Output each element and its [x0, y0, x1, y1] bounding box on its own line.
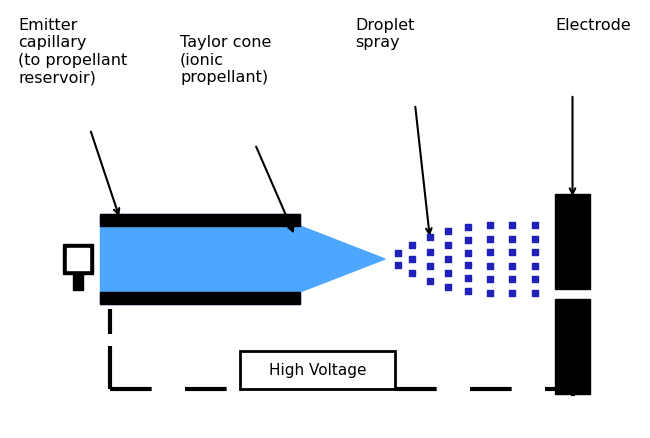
Point: [485, 263, 495, 270]
Bar: [555, 194, 590, 290]
Point: [425, 278, 436, 285]
Point: [507, 276, 517, 283]
Text: Droplet
spray: Droplet spray: [355, 18, 415, 50]
Polygon shape: [300, 226, 385, 292]
Bar: [100, 215, 300, 304]
Point: [530, 290, 540, 297]
Point: [507, 249, 517, 256]
Point: [425, 249, 436, 256]
Text: Emitter
capillary
(to propellant
reservoir): Emitter capillary (to propellant reservo…: [18, 18, 127, 85]
Point: [463, 275, 473, 282]
Point: [443, 242, 453, 249]
Point: [443, 270, 453, 277]
Point: [393, 262, 403, 269]
Point: [463, 237, 473, 244]
Point: [530, 249, 540, 256]
Point: [443, 228, 453, 235]
Point: [407, 256, 417, 263]
Point: [530, 263, 540, 270]
Bar: [555, 299, 590, 394]
Point: [407, 242, 417, 249]
Point: [463, 262, 473, 269]
Point: [530, 222, 540, 229]
Bar: [240, 351, 395, 389]
Point: [463, 288, 473, 295]
Bar: [100, 215, 300, 226]
Text: Electrode: Electrode: [555, 18, 630, 33]
Point: [507, 236, 517, 243]
Point: [425, 263, 436, 270]
Point: [393, 250, 403, 257]
Point: [463, 224, 473, 231]
Bar: [100, 292, 300, 304]
Point: [443, 284, 453, 291]
Point: [485, 236, 495, 243]
Text: Taylor cone
(ionic
propellant): Taylor cone (ionic propellant): [180, 35, 272, 85]
Point: [485, 222, 495, 229]
Point: [485, 249, 495, 256]
Point: [425, 234, 436, 241]
Point: [485, 290, 495, 297]
Point: [530, 276, 540, 283]
Point: [485, 276, 495, 283]
Text: High Voltage: High Voltage: [268, 363, 366, 378]
Point: [507, 290, 517, 297]
Bar: [73, 274, 83, 290]
Point: [507, 263, 517, 270]
Point: [507, 222, 517, 229]
Point: [443, 256, 453, 263]
Bar: [63, 244, 93, 274]
Point: [463, 250, 473, 257]
Point: [530, 236, 540, 243]
Bar: [67, 248, 89, 270]
Point: [407, 270, 417, 277]
